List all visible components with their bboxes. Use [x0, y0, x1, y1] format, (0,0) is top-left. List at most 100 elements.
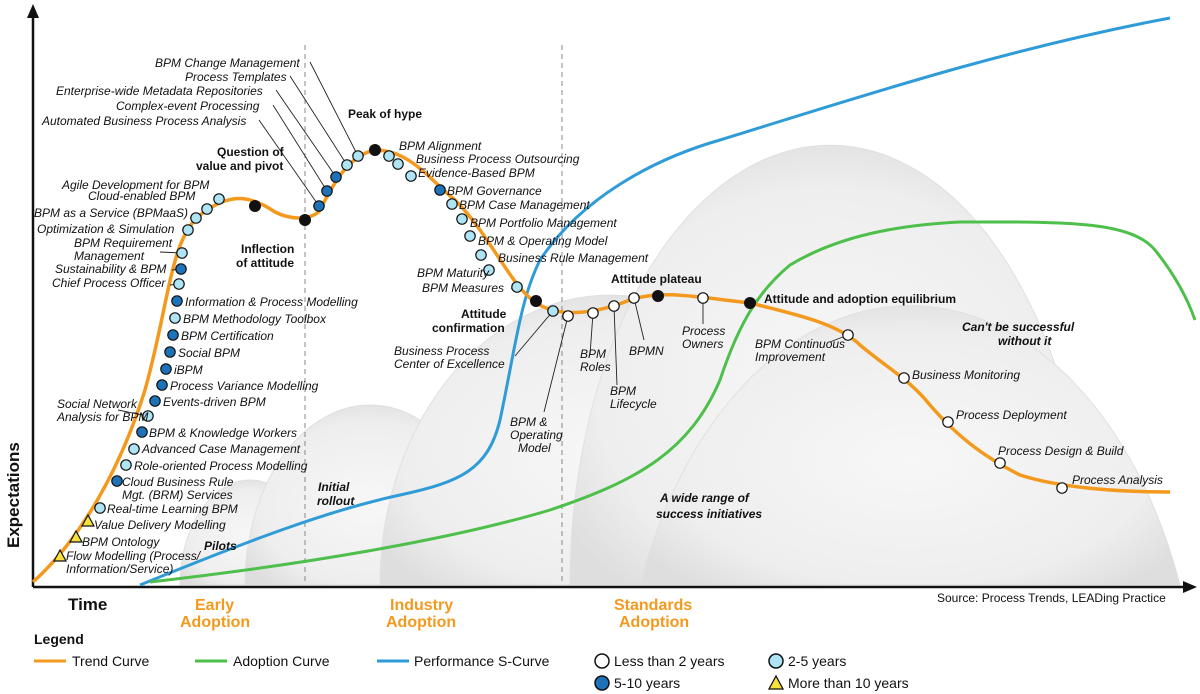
trend-item: Sustainability & BPM	[55, 262, 187, 276]
trend-item: Advanced Case Management	[128, 442, 301, 456]
trend-item: Automated Business Process Analysis	[41, 114, 325, 212]
more-than-10-years-marker	[68, 529, 84, 543]
trend-item-label: Real-time Learning BPM	[107, 502, 238, 516]
adoption-curve	[149, 220, 1197, 584]
less-than-2-years-marker	[898, 372, 910, 384]
trend-item-label: BPM	[610, 384, 636, 398]
milestone-question-label-2: value and pivot	[196, 159, 283, 173]
leader-line	[613, 305, 618, 386]
trend-item-label: BPM Certification	[181, 329, 274, 343]
milestone-plateau-dot	[652, 290, 664, 302]
2-5-years-marker	[475, 249, 487, 261]
performance-s-curve	[139, 16, 1171, 587]
less-than-2-years-marker	[697, 292, 709, 304]
2-5-years-marker	[547, 305, 559, 317]
5-10-years-marker	[167, 329, 179, 341]
trend-item-label: Information & Process Modelling	[185, 295, 358, 309]
leader-line	[589, 312, 594, 356]
phase-industry-1: Industry	[390, 597, 453, 614]
trend-item-label: BPM &	[510, 415, 547, 429]
trend-item-label: Process Variance Modelling	[170, 379, 319, 393]
region-labels: Pilots Initial rollout A wide range of s…	[204, 320, 1075, 553]
trend-item: Chief Process Officer	[52, 276, 185, 290]
milestone-plateau-label: Attitude plateau	[611, 272, 702, 286]
trend-item-label: Process Design & Build	[998, 444, 1124, 458]
2-5-years-marker	[201, 203, 213, 215]
milestone-peak-label: Peak of hype	[348, 107, 422, 121]
milestone-confirmation-label-1: Attitude	[461, 307, 507, 321]
trend-item-label-cont: Management	[74, 249, 145, 263]
more-than-10-years-marker	[52, 548, 68, 562]
milestone-confirmation-label-2: confirmation	[432, 321, 505, 335]
trend-item: BPM Case Management	[446, 198, 590, 212]
trend-item-label-cont: Model	[518, 441, 551, 455]
milestone-equilibrium-label: Attitude and adoption equilibrium	[764, 292, 956, 306]
x-axis-title: Time	[68, 595, 107, 614]
trend-item-label: Social Network	[57, 397, 138, 411]
legend: Legend Trend Curve Adoption Curve Perfor…	[34, 631, 909, 691]
milestone-confirmation-dot	[530, 295, 542, 307]
trend-item-label: BPM Ontology	[82, 535, 160, 549]
x-axis-arrow	[1183, 581, 1197, 593]
trend-item-label: Role-oriented Process Modelling	[134, 459, 308, 473]
leader-line	[275, 89, 337, 178]
trend-item-label: Optimization & Simulation	[37, 222, 175, 236]
trend-item-label: Agile Development for BPM	[61, 178, 209, 192]
legend-title: Legend	[34, 631, 84, 647]
2-5-years-marker	[392, 158, 404, 170]
trend-item-label: Business Rule Management	[498, 251, 649, 265]
trend-item-label: Business Monitoring	[912, 368, 1020, 382]
5-10-years-marker	[160, 363, 172, 375]
trend-item-label: BPMN	[629, 344, 664, 358]
more-than-10-years-marker	[80, 513, 96, 527]
2-5-years-marker	[190, 212, 202, 224]
legend-gt10-label: More than 10 years	[788, 675, 909, 691]
legend-5to10-label: 5-10 years	[614, 675, 680, 691]
trend-item-label: Cloud-enabled BPM	[88, 189, 195, 203]
milestones: Peak of hype Question of value and pivot…	[196, 107, 956, 335]
leader-line	[272, 104, 328, 192]
less-than-2-years-marker	[1056, 482, 1068, 494]
trend-item: iBPM	[160, 363, 203, 377]
trend-item: Social BPM	[164, 346, 240, 360]
5-10-years-marker	[164, 346, 176, 358]
trend-item-label: Automated Business Process Analysis	[41, 114, 246, 128]
less-than-2-years-marker	[842, 329, 854, 341]
legend-lt2-swatch	[594, 653, 610, 669]
2-5-years-marker	[182, 224, 194, 236]
trend-item-label: Events-driven BPM	[163, 395, 266, 409]
trend-item-label-cont: Analysis for BPM	[56, 410, 148, 424]
trend-item-label: BPM Case Management	[459, 198, 590, 212]
axes	[27, 4, 1197, 593]
dome-cant-be-successful	[639, 305, 1181, 586]
trend-item-label: Sustainability & BPM	[55, 262, 166, 276]
region-cant-2: without it	[998, 334, 1052, 348]
2-5-years-marker	[94, 502, 106, 514]
legend-5to10-swatch	[594, 675, 610, 691]
trend-item-label-cont: Owners	[682, 337, 723, 351]
trend-item: BPM Alignment	[383, 139, 482, 162]
trend-item-label: BPM Change Management	[155, 56, 300, 70]
trend-item: BPM & Operating Model	[464, 230, 608, 248]
phase-industry-2: Adoption	[386, 614, 456, 631]
phase-early-1: Early	[195, 597, 234, 614]
trend-item: Process Variance Modelling	[156, 379, 319, 393]
trend-item: BPM Measures	[422, 281, 523, 295]
trend-item: BPM Portfolio Management	[456, 213, 617, 230]
trend-item-label: Social BPM	[178, 346, 240, 360]
trend-item-label: BPM Governance	[447, 184, 542, 198]
trend-item: BPM Ontology	[68, 529, 160, 549]
legend-trend-label: Trend Curve	[72, 653, 150, 669]
trend-item: BPM as a Service (BPMaaS)	[34, 206, 202, 224]
trend-item: Process Templates	[185, 70, 353, 171]
trend-item-label: Value Delivery Modelling	[94, 518, 226, 532]
trend-item-label: BPM & Operating Model	[478, 234, 608, 248]
trend-item: BPM Certification	[167, 329, 274, 343]
less-than-2-years-marker	[942, 416, 954, 428]
trend-item-label-cont: Operating	[510, 428, 563, 442]
5-10-years-marker	[149, 395, 161, 407]
